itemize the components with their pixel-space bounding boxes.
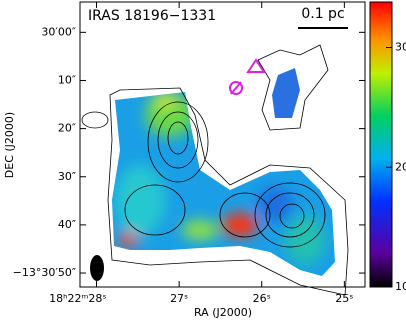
x-tick-label: 27ˢ bbox=[170, 292, 188, 305]
colorbar-tick-label: 10 bbox=[395, 280, 406, 293]
y-tick-label: 20″ bbox=[58, 122, 76, 135]
y-tick-label: 30″ bbox=[58, 170, 76, 183]
north-clump bbox=[272, 68, 300, 118]
circle-marker bbox=[229, 81, 243, 95]
y-tick-label: 40″ bbox=[58, 218, 76, 231]
y-tick-label: −13°30′50″ bbox=[13, 266, 76, 279]
x-tick-label: 25ˢ bbox=[335, 292, 353, 305]
colorbar-tick-label: 20 bbox=[395, 160, 406, 173]
circle-marker-slash bbox=[230, 81, 242, 95]
x-tick-label: 26ˢ bbox=[253, 292, 271, 305]
y-axis-label: DEC (J2000) bbox=[3, 112, 16, 178]
beam bbox=[90, 255, 104, 281]
y-tick-label: 30′00″ bbox=[41, 25, 76, 38]
scale-bar-label: 0.1 pc bbox=[301, 6, 344, 22]
y-tick-label: 10″ bbox=[58, 73, 76, 86]
x-axis-label: RA (J2000) bbox=[194, 306, 252, 319]
colorbar bbox=[369, 1, 393, 288]
x-tick-label: 18ʰ22ᵐ28ˢ bbox=[49, 292, 106, 305]
colorbar-tick-label: 30 bbox=[395, 41, 406, 54]
title: IRAS 18196−1331 bbox=[88, 8, 216, 24]
triangle-marker bbox=[246, 58, 266, 73]
contours bbox=[81, 44, 349, 296]
